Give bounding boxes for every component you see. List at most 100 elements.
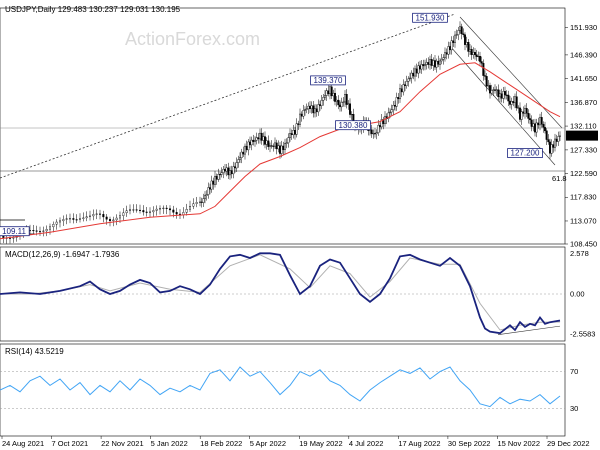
candle-body — [172, 209, 175, 213]
candle-body — [480, 61, 483, 64]
candle-body — [78, 218, 81, 220]
candle-body — [555, 138, 558, 142]
candle-body — [439, 60, 442, 65]
price-annotation-label: 127.200 — [511, 149, 540, 158]
candle-body — [412, 72, 415, 77]
candle-body — [500, 93, 503, 99]
candle-body — [484, 75, 487, 77]
candle-body — [407, 78, 410, 82]
rsi-y-axis: 70 30 — [570, 367, 578, 413]
candle-body — [397, 97, 400, 100]
price-annotation-box — [412, 12, 448, 23]
x-axis: 24 Aug 2021 7 Oct 2021 22 Nov 2021 5 Jan 20… — [1, 436, 590, 448]
candle-body — [452, 40, 455, 43]
candle-body — [427, 62, 430, 65]
candle-body — [122, 212, 125, 216]
macd-y-axis: 2.578 0.00 -2.5583 — [570, 249, 595, 338]
candle-body — [495, 89, 498, 91]
candle-body — [217, 174, 220, 180]
candle-body — [205, 194, 208, 196]
candle-body — [514, 96, 517, 103]
candle-body — [310, 105, 313, 110]
channel-lower — [449, 45, 556, 166]
candle-body — [82, 217, 85, 219]
rsi-line — [0, 366, 561, 408]
watermark: ActionForex.com — [125, 29, 260, 49]
y-tick-label: 117.830 — [570, 193, 597, 202]
y-tick-label: 136.870 — [570, 98, 597, 107]
current-price-marker — [566, 130, 598, 141]
candle-body — [449, 46, 452, 51]
candle-body — [460, 26, 463, 35]
candle-body — [262, 136, 265, 141]
candle-body — [539, 117, 542, 126]
candle-body — [329, 86, 332, 95]
candle-body — [345, 94, 348, 105]
candle-body — [525, 108, 528, 114]
x-tick-label: 19 May 2022 — [299, 439, 342, 448]
candle-body — [435, 60, 438, 68]
candle-body — [302, 110, 305, 117]
x-tick-label: 15 Nov 2022 — [497, 439, 540, 448]
candle-body — [128, 209, 131, 211]
candle-body — [532, 123, 535, 127]
rsi-panel — [0, 343, 566, 437]
candle-body — [530, 119, 533, 127]
candle-body — [188, 206, 191, 210]
candle-body — [420, 64, 423, 70]
candle-body — [232, 166, 235, 175]
candle-body — [450, 40, 453, 51]
candle-body — [309, 105, 312, 110]
candle-body — [485, 76, 488, 87]
candle-body — [145, 211, 148, 213]
candle-body — [198, 201, 201, 203]
candle-body — [292, 129, 295, 136]
candle-body — [255, 137, 258, 141]
candle-body — [515, 96, 518, 109]
candle-body — [245, 145, 248, 151]
candle-body — [257, 137, 260, 140]
candle-body — [305, 108, 308, 110]
candle-body — [8, 237, 11, 239]
candle-body — [200, 201, 203, 203]
candle-body — [552, 144, 555, 148]
candle-body — [409, 77, 412, 80]
candle-body — [549, 141, 552, 154]
candle-body — [529, 118, 532, 121]
candle-body — [559, 135, 562, 137]
y-tick-label: -2.5583 — [570, 330, 595, 339]
candle-body — [269, 145, 272, 147]
candle-body — [314, 108, 317, 114]
x-tick-label: 17 Aug 2022 — [398, 439, 440, 448]
candle-body — [228, 170, 231, 176]
candle-body — [102, 214, 105, 218]
candle-body — [419, 65, 422, 70]
price-annotation-label: 151.930 — [416, 13, 445, 22]
candle-body — [235, 162, 238, 169]
candle-body — [105, 216, 108, 220]
candle-body — [375, 132, 378, 135]
candle-body — [155, 208, 158, 211]
candle-body — [95, 213, 98, 215]
candle-body — [222, 169, 225, 173]
candle-body — [320, 100, 323, 106]
candle-body — [387, 112, 390, 119]
candle-body — [247, 141, 250, 151]
candle-body — [519, 107, 522, 120]
candle-body — [377, 125, 380, 133]
candle-body — [544, 127, 547, 132]
price-plot: 151.930 139.370 130.380 127.200 109.11 61.8 — [0, 12, 567, 244]
candle-body — [300, 113, 303, 117]
candle-body — [135, 209, 138, 211]
price-annotation-label: 130.380 — [339, 121, 368, 130]
candle-body — [230, 170, 233, 175]
candle-body — [434, 60, 437, 68]
candle-body — [248, 141, 251, 146]
candle-body — [319, 104, 322, 106]
candle-body — [502, 91, 505, 99]
candle-body — [68, 218, 71, 220]
candle-body — [2, 236, 5, 238]
candle-body — [447, 46, 450, 55]
candle-body — [297, 123, 300, 125]
candle-body — [400, 88, 403, 93]
